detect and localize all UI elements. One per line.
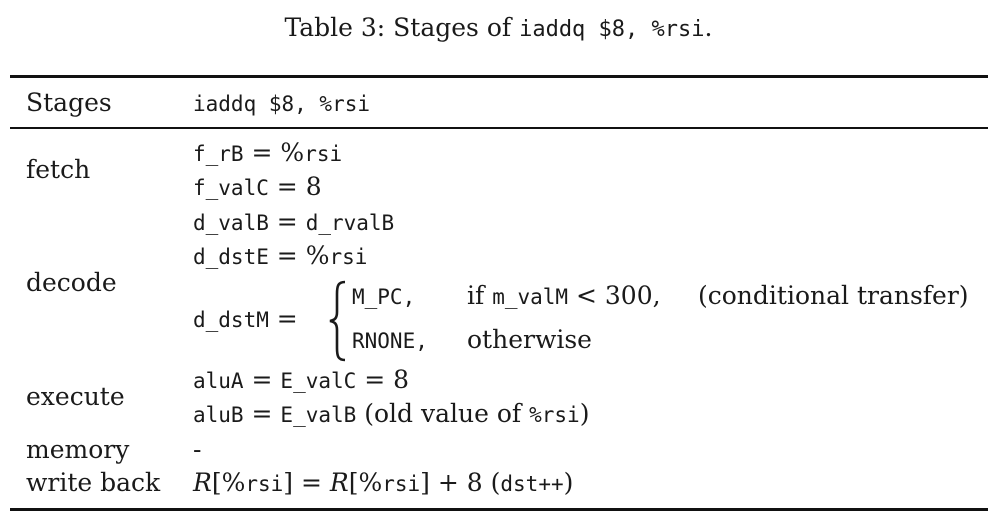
case1-val: M_PC,: [352, 285, 416, 309]
caption-prefix: Table 3: Stages of: [284, 13, 520, 42]
decode-line1-var: d_valB: [193, 211, 269, 235]
stage-memory-label: memory: [26, 435, 130, 464]
caption-suffix: .: [704, 13, 713, 42]
fetch-line2-var: f_valC: [193, 176, 269, 200]
fetch-line1-eq: =: [243, 138, 281, 167]
case1-if: if: [467, 281, 493, 310]
fetch-line2-eq: =: [268, 172, 306, 201]
execute-line2-var: aluB: [193, 403, 244, 427]
wb-lhs-reg: rsi: [245, 472, 284, 496]
decode-line2-val: rsi: [329, 245, 368, 269]
decode-dstm-case-2-condition: otherwise: [467, 324, 592, 356]
header-instruction: iaddq $8, %rsi: [193, 87, 370, 120]
wb-rhs-reg: rsi: [382, 472, 421, 496]
decode-dstm-case-1-value: M_PC,: [352, 280, 415, 313]
case1-cond-rest: < 300,: [568, 281, 661, 310]
decode-dstm-case-1-note: (conditional transfer): [698, 280, 969, 312]
fetch-line1-pct: %: [280, 138, 305, 167]
decode-line2-eq: =: [268, 241, 306, 270]
execute-line2-note-post: ): [579, 399, 590, 428]
execute-line2-eq: =: [243, 399, 281, 428]
wb-rhs-end: ): [563, 468, 574, 497]
execute-line-1: aluA = E_valC = 8: [193, 364, 409, 397]
wb-lhs-R: R: [193, 468, 212, 497]
table-top-rule: [10, 75, 988, 78]
decode-line3-eq: =: [268, 304, 298, 333]
wb-lhs-close: ]: [283, 468, 294, 497]
decode-dstm-case-1-condition: if m_valM < 300,: [467, 280, 661, 313]
execute-line1-val: 8: [393, 365, 410, 394]
execute-line2-note-pre: (old value of: [356, 399, 530, 428]
caption-code: iaddq $8, %rsi: [519, 17, 705, 42]
writeback-line: R[%rsi] = R[%rsi] + 8 (dst++): [193, 467, 573, 500]
decode-line1-val: d_rvalB: [305, 211, 395, 235]
case1-cond-var: m_valM: [492, 285, 569, 309]
decode-line3-var: d_dstM: [193, 308, 269, 332]
execute-line1-eq2: =: [356, 365, 394, 394]
decode-line2-var: d_dstE: [193, 245, 269, 269]
execute-line1-mid: E_valC: [280, 369, 357, 393]
decode-dstm-lhs: d_dstM =: [193, 303, 298, 336]
execute-line1-eq: =: [243, 365, 281, 394]
execute-line1-var: aluA: [193, 369, 244, 393]
stage-execute-label: execute: [26, 382, 125, 411]
wb-rhs-R: R: [329, 468, 349, 497]
header-stages: Stages: [26, 88, 112, 117]
decode-line2-pct: %: [305, 241, 330, 270]
fetch-line1-var: f_rB: [193, 142, 244, 166]
decode-line-2: d_dstE = %rsi: [193, 240, 367, 273]
fetch-line-2: f_valC = 8: [193, 171, 322, 204]
stage-decode-label: decode: [26, 268, 117, 297]
execute-line2-mid: E_valB: [280, 403, 357, 427]
table-header-rule: [10, 127, 988, 129]
wb-rhs-plus: + 8 (: [429, 468, 501, 497]
left-brace-icon: [329, 280, 346, 362]
wb-rhs-close: ]: [420, 468, 430, 497]
decode-line-1: d_valB = d_rvalB: [193, 206, 394, 239]
table-bottom-rule: [10, 508, 988, 511]
wb-lhs-open: [%: [211, 468, 246, 497]
decode-line1-eq: =: [268, 207, 306, 236]
case2-val: RNONE,: [352, 329, 428, 353]
case2-cond: otherwise: [467, 325, 592, 354]
fetch-line-1: f_rB = %rsi: [193, 137, 342, 170]
fetch-line2-val: 8: [305, 172, 322, 201]
case1-note: (conditional transfer): [698, 281, 969, 310]
table-caption: Table 3: Stages of iaddq $8, %rsi.: [0, 10, 997, 48]
execute-line-2: aluB = E_valB (old value of %rsi): [193, 398, 589, 431]
wb-eq: =: [293, 468, 330, 497]
wb-rhs-code: dst++: [500, 472, 564, 496]
stage-writeback-label: write back: [26, 468, 161, 497]
decode-dstm-case-2-value: RNONE,: [352, 324, 428, 357]
wb-rhs-open: [%: [348, 468, 383, 497]
execute-line2-note-code: %rsi: [529, 403, 580, 427]
fetch-line1-val: rsi: [304, 142, 343, 166]
header-instruction-code: iaddq $8, %rsi: [193, 92, 371, 116]
memory-value: -: [193, 435, 202, 464]
stage-fetch-label: fetch: [26, 155, 91, 184]
